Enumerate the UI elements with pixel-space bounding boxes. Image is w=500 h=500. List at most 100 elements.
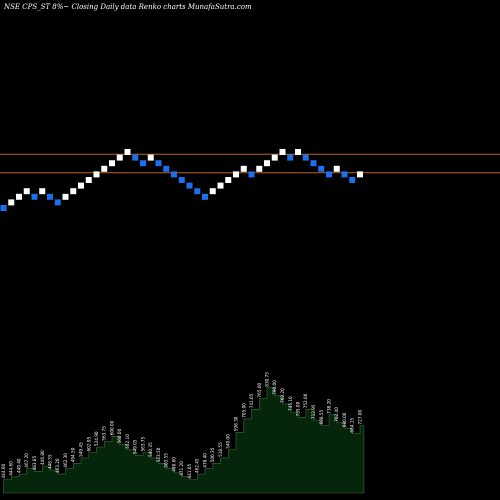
volume-label: 503.55 (164, 453, 169, 468)
brick-up (233, 171, 239, 178)
brick-up (147, 154, 154, 161)
volume-label: 471.20 (179, 461, 184, 476)
brick-down (302, 154, 309, 161)
chart-title: NSE CPS_ST 8%~ Closing Daily data Renko … (3, 3, 252, 11)
brick-down (287, 154, 294, 161)
volume-label: 598.30 (234, 416, 239, 431)
volume-label: 494.50 (71, 447, 76, 462)
volume-label: 500.35 (210, 447, 215, 462)
volume-label: 830.75 (265, 372, 270, 387)
volume-label: 563.75 (102, 426, 107, 441)
volume-label: 467.20 (24, 453, 29, 468)
brick-down (178, 177, 185, 183)
volume-label: 478.40 (203, 453, 208, 468)
brick-down (326, 171, 332, 178)
brick-up (62, 193, 69, 200)
brick-up (271, 154, 278, 161)
brick-up (70, 188, 77, 195)
brick-down (155, 160, 162, 167)
volume-label: 664.15 (350, 418, 355, 433)
brick-up (279, 149, 286, 155)
brick-up (225, 177, 232, 183)
brick-down (248, 171, 255, 178)
volume-label: 741.05 (249, 393, 254, 408)
brick-up (357, 171, 363, 178)
brick-up (124, 149, 131, 155)
volume-label: 560.00 (117, 428, 122, 443)
volume-label: 760.20 (280, 388, 285, 403)
brick-down (140, 160, 146, 167)
volume-label: 765.00 (257, 383, 262, 398)
volume-label: 552.10 (125, 434, 130, 449)
brick-down (163, 165, 170, 172)
brick-down (349, 177, 356, 183)
brick-down (132, 154, 139, 161)
volume-label: 727.00 (358, 410, 363, 425)
volume-label: 518.55 (218, 442, 223, 457)
brick-up (39, 188, 46, 195)
volume-label: 790.00 (272, 380, 277, 395)
renko-bricks (0, 149, 363, 211)
volume-label: 712.95 (311, 404, 316, 419)
volume-label: 483.85 (32, 455, 37, 470)
brick-up (256, 165, 263, 172)
brick-up (116, 154, 123, 161)
brick-down (202, 193, 208, 200)
volume-label: 444.60 (9, 461, 14, 476)
brick-down (341, 171, 348, 178)
brick-up (93, 171, 100, 178)
volume-label: 680.00 (342, 412, 347, 427)
volume-label: 752.00 (303, 393, 308, 408)
volume-label: 602.95 (86, 437, 91, 452)
volume-label: 705.00 (241, 403, 246, 418)
volume-label: 745.10 (288, 396, 293, 411)
volume-label: 446.80 (40, 450, 45, 465)
volume-label: 463.20 (55, 458, 60, 473)
volume-label: 523.50 (156, 447, 161, 462)
brick-up (78, 182, 84, 189)
brick-down (194, 188, 201, 195)
volume-label: 441.05 (187, 464, 192, 479)
brick-down (310, 160, 317, 167)
volume-area: 444.60 444.60 449.40 467.20 483.85 446.80 448.… (1, 372, 365, 494)
volume-label: 738.20 (327, 399, 332, 414)
brick-down (186, 182, 193, 189)
volume-label: 549.05 (133, 439, 138, 454)
brick-up (85, 177, 92, 183)
brick-up (8, 199, 15, 206)
brick-down (31, 193, 38, 200)
brick-up (109, 160, 115, 167)
brick-down (47, 193, 53, 200)
volume-label: 702.40 (334, 407, 339, 422)
volume-label: 448.55 (48, 454, 53, 469)
volume-label: 549.45 (79, 442, 84, 457)
volume-label: 735.00 (296, 401, 301, 416)
volume-label: 524.90 (94, 431, 99, 446)
brick-down (171, 171, 177, 178)
brick-up (240, 165, 247, 172)
volume-label: 444.60 (1, 464, 6, 479)
volume-label: 449.40 (17, 458, 22, 473)
volume-label: 698.55 (319, 410, 324, 425)
brick-up (295, 149, 301, 155)
volume-label: 462.45 (195, 458, 200, 473)
brick-up (333, 165, 340, 172)
brick-up (101, 165, 108, 172)
volume-area-path (3, 387, 365, 494)
volume-label: 563.75 (141, 437, 146, 452)
volume-label: 462.30 (63, 453, 68, 468)
brick-up (217, 182, 224, 189)
brick-down (54, 199, 61, 206)
brick-up (23, 188, 30, 195)
brick-up (264, 160, 270, 167)
volume-label: 540.35 (148, 442, 153, 457)
brick-down (0, 205, 7, 211)
brick-up (209, 188, 216, 195)
volume-label: 600.00 (110, 420, 115, 435)
volume-label: 490.60 (172, 457, 177, 472)
brick-down (318, 165, 325, 172)
volume-label: 540.00 (226, 434, 231, 449)
brick-up (16, 193, 22, 200)
